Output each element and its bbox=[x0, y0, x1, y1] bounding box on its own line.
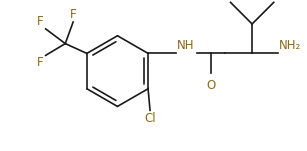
Text: O: O bbox=[206, 79, 216, 92]
Text: NH: NH bbox=[177, 39, 194, 52]
Text: NH₂: NH₂ bbox=[279, 39, 301, 52]
Text: F: F bbox=[37, 15, 44, 28]
Text: F: F bbox=[37, 56, 44, 69]
Text: Cl: Cl bbox=[144, 112, 156, 125]
Text: F: F bbox=[70, 8, 76, 21]
